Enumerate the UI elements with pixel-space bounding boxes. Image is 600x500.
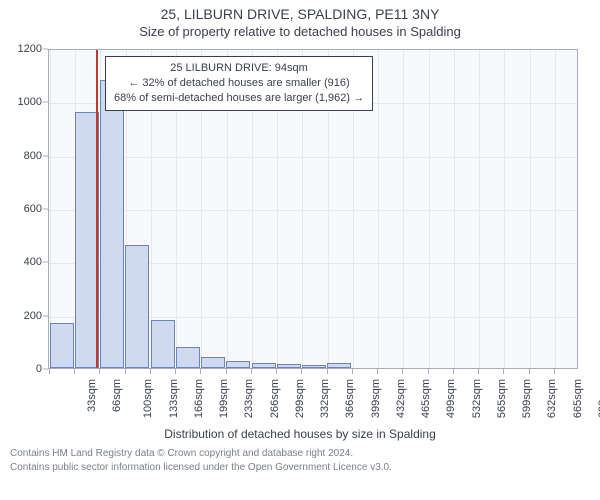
x-tick-label: 465sqm [420, 379, 432, 418]
x-tick-mark [251, 369, 252, 374]
x-tick-mark [453, 369, 454, 374]
x-tick-mark [478, 369, 479, 374]
x-tick-label: 66sqm [111, 379, 123, 412]
copyright-line-2: Contains public sector information licen… [10, 461, 590, 475]
y-tick-container: 0 200 400 600 800 1000 1200 [0, 43, 48, 427]
x-tick-mark [276, 369, 277, 374]
x-tick-label: 233sqm [244, 379, 256, 418]
x-tick-mark [428, 369, 429, 374]
x-tick-container: 33sqm 66sqm 100sqm 133sqm 166sqm 199sqm 233sqm… [48, 375, 578, 425]
x-tick-mark [175, 369, 176, 374]
chart-area: Number of detached properties 0200400600… [0, 43, 600, 427]
annotation-line-1: 25 LILBURN DRIVE: 94sqm [114, 61, 364, 76]
x-tick-label: 366sqm [345, 379, 357, 418]
annotation-box: 25 LILBURN DRIVE: 94sqm ← 32% of detache… [105, 56, 373, 111]
x-tick-label: 499sqm [445, 379, 457, 418]
copyright-line-1: Contains HM Land Registry data © Crown c… [10, 447, 590, 461]
x-tick-label: 665sqm [572, 379, 584, 418]
x-tick-mark [402, 369, 403, 374]
histogram-bar [176, 347, 200, 368]
chart-subtitle: Size of property relative to detached ho… [0, 22, 600, 43]
x-tick-label: 299sqm [294, 379, 306, 418]
x-tick-mark [503, 369, 504, 374]
x-tick-label: 432sqm [395, 379, 407, 418]
gridline-v [403, 50, 404, 368]
copyright-block: Contains HM Land Registry data © Crown c… [0, 441, 600, 474]
histogram-bar [277, 364, 301, 368]
annotation-line-3: 68% of semi-detached houses are larger (… [114, 91, 364, 106]
gridline-h [49, 210, 577, 211]
x-tick-label: 133sqm [168, 379, 180, 418]
x-tick-label: 565sqm [496, 379, 508, 418]
x-tick-mark [301, 369, 302, 374]
x-tick-label: 266sqm [269, 379, 281, 418]
x-tick-mark [200, 369, 201, 374]
gridline-v [378, 50, 379, 368]
x-tick-mark [125, 369, 126, 374]
x-tick-mark [226, 369, 227, 374]
y-tick-label: 200 [24, 310, 42, 322]
x-tick-label: 632sqm [546, 379, 558, 418]
histogram-bar [327, 363, 351, 368]
x-tick-label: 33sqm [86, 379, 98, 412]
x-tick-mark [49, 369, 50, 374]
gridline-h [49, 157, 577, 158]
y-tick-label: 1000 [18, 96, 42, 108]
chart-title: 25, LILBURN DRIVE, SPALDING, PE11 3NY [0, 0, 600, 22]
gridline-v [429, 50, 430, 368]
histogram-bar [100, 80, 124, 368]
x-tick-label: 599sqm [521, 379, 533, 418]
y-tick-label: 800 [24, 150, 42, 162]
x-axis-label: Distribution of detached houses by size … [0, 427, 600, 441]
y-tick-label: 400 [24, 256, 42, 268]
histogram-bar [252, 363, 276, 368]
x-tick-label: 332sqm [319, 379, 331, 418]
x-tick-mark [327, 369, 328, 374]
x-tick-mark [352, 369, 353, 374]
x-tick-mark [554, 369, 555, 374]
x-tick-label: 100sqm [143, 379, 155, 418]
gridline-v [530, 50, 531, 368]
x-tick-mark [377, 369, 378, 374]
histogram-bar [302, 365, 326, 368]
histogram-bar [125, 245, 149, 368]
gridline-v [479, 50, 480, 368]
plot-area: 25 LILBURN DRIVE: 94sqm ← 32% of detache… [48, 49, 578, 369]
histogram-bar [201, 357, 225, 368]
x-tick-label: 199sqm [218, 379, 230, 418]
x-tick-mark [529, 369, 530, 374]
y-tick-label: 1200 [18, 43, 42, 55]
y-tick-label: 0 [36, 363, 42, 375]
gridline-v [555, 50, 556, 368]
x-tick-mark [74, 369, 75, 374]
gridline-v [454, 50, 455, 368]
x-tick-label: 166sqm [193, 379, 205, 418]
gridline-v [504, 50, 505, 368]
x-tick-label: 532sqm [471, 379, 483, 418]
histogram-bar [151, 320, 175, 368]
annotation-line-2: ← 32% of detached houses are smaller (91… [114, 76, 364, 91]
histogram-bar [226, 361, 250, 368]
histogram-bar [50, 323, 74, 368]
x-tick-mark [150, 369, 151, 374]
y-tick-label: 600 [24, 203, 42, 215]
x-tick-label: 399sqm [370, 379, 382, 418]
x-tick-mark [99, 369, 100, 374]
property-marker-line [96, 50, 98, 368]
gridline-v [50, 50, 51, 368]
